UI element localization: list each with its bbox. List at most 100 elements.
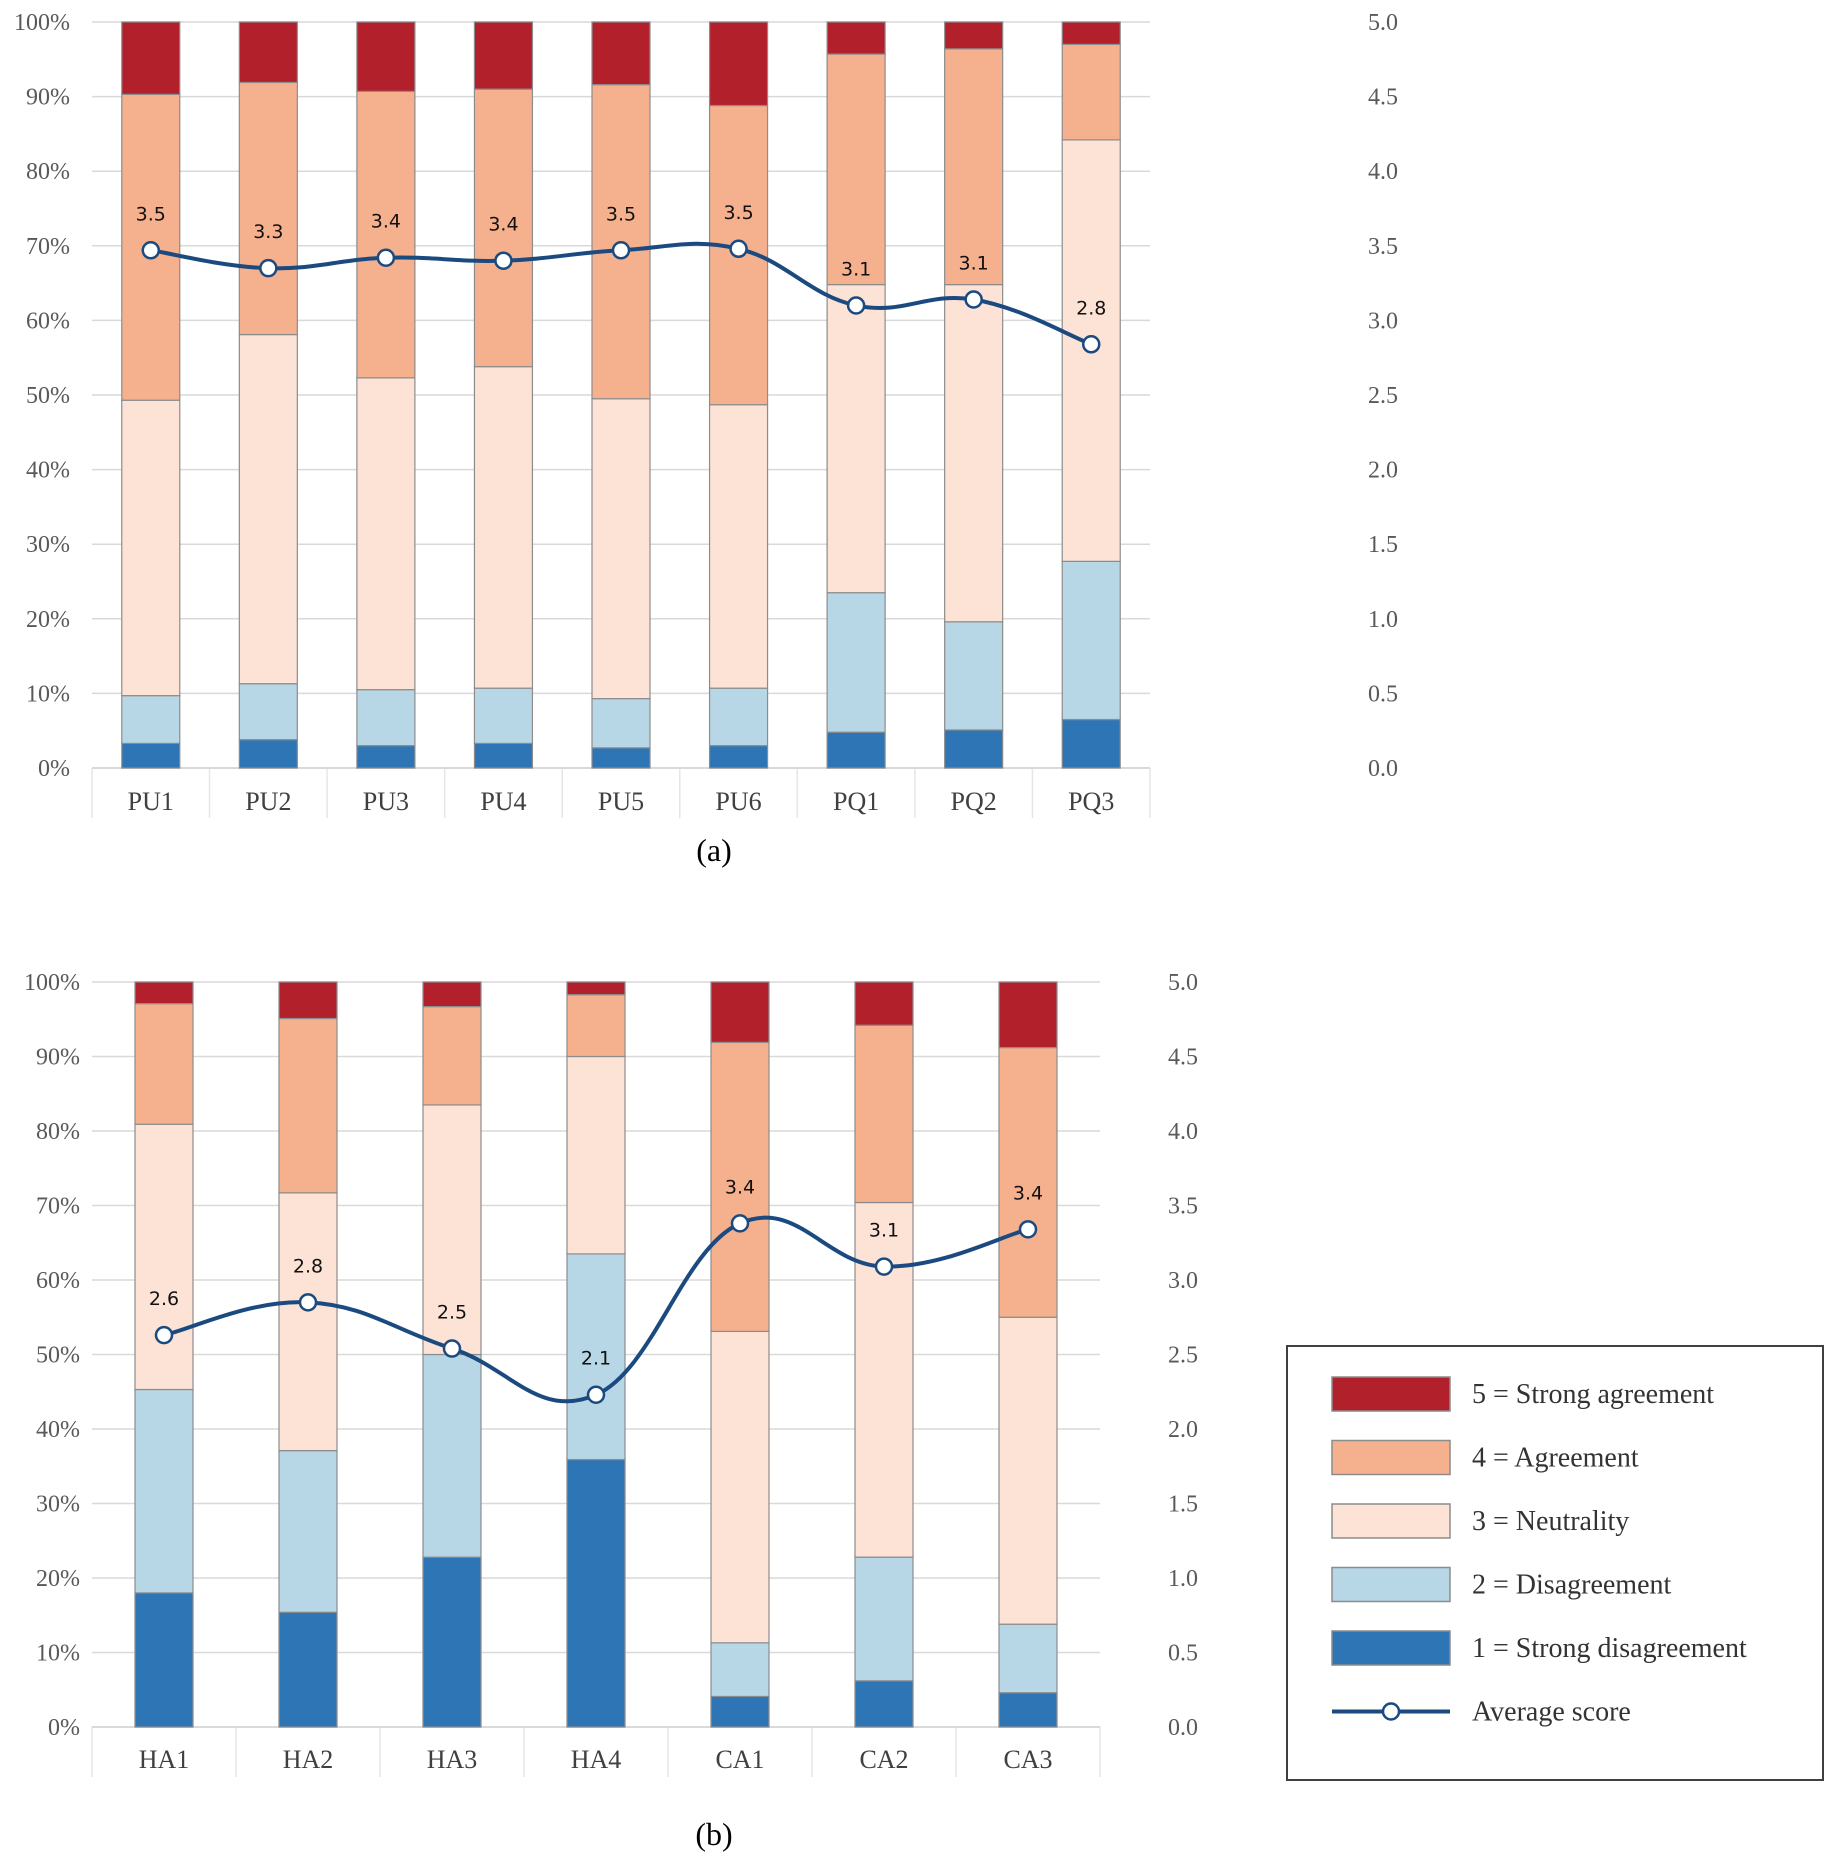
caption-a: (a) [696, 832, 732, 868]
x-category-label: PU4 [480, 787, 526, 816]
bar-segment [473, 21, 534, 90]
bar-segment [708, 687, 769, 747]
legend-label: 2 = Disagreement [1472, 1570, 1672, 1601]
y2-tick-label: 1.0 [1168, 1566, 1198, 1592]
bar-segment [121, 742, 181, 769]
bar-segment [944, 621, 1004, 731]
y2-tick-label: 3.5 [1168, 1194, 1198, 1220]
bar-segment [826, 731, 886, 769]
legend: 5 = Strong agreement 4 = Agreement 3 = Neu… [1286, 1345, 1824, 1781]
bar-segment [356, 90, 416, 379]
average-score-marker [1081, 335, 1101, 354]
bar-segment [854, 1201, 914, 1558]
bar-segment [566, 981, 626, 996]
average-score-marker [141, 241, 161, 260]
bar-segment [708, 745, 769, 769]
x-category-label: CA2 [859, 1745, 908, 1774]
bar-segment [278, 981, 338, 1020]
average-score-marker [874, 1257, 894, 1276]
x-category-label: HA1 [139, 1745, 190, 1774]
x-category-label: HA2 [283, 1745, 334, 1774]
y-tick-label: 60% [36, 1268, 80, 1294]
bar-segment [944, 729, 1004, 769]
bar-segment [473, 88, 534, 368]
average-score-marker [259, 258, 278, 278]
bar-segment [422, 981, 482, 1008]
average-score-label: 3.5 [723, 202, 753, 224]
average-score-marker [730, 1214, 750, 1233]
average-score-marker [964, 290, 983, 309]
x-category-label: PU3 [363, 787, 409, 816]
bar-segment [238, 81, 298, 336]
y-tick-label: 70% [26, 234, 70, 260]
bar-segment [998, 1623, 1058, 1694]
bar-segment [121, 695, 181, 744]
y2-tick-label: 2.0 [1368, 458, 1398, 484]
y-tick-label: 30% [26, 532, 70, 558]
y-tick-label: 20% [36, 1566, 80, 1592]
average-score-label: 3.1 [841, 258, 871, 280]
average-score-label: 2.5 [437, 1302, 467, 1324]
y2-tick-label: 1.5 [1368, 532, 1398, 558]
legend-label: 4 = Agreement [1472, 1443, 1639, 1474]
bar-segment [121, 21, 181, 95]
y2-tick-label: 3.5 [1368, 234, 1398, 260]
average-score-label: 2.6 [149, 1288, 179, 1310]
y2-tick-label: 4.5 [1368, 85, 1398, 111]
bar-segment [356, 377, 416, 691]
y-tick-label: 40% [26, 458, 70, 484]
bar-segment [591, 698, 651, 749]
average-score-label: 2.8 [293, 1255, 323, 1277]
average-score-label: 3.4 [488, 214, 518, 236]
y-tick-label: 60% [26, 308, 70, 334]
average-score-marker [494, 251, 513, 270]
bar-segment [591, 21, 651, 86]
bar-segment [278, 1017, 338, 1194]
bar-segment [278, 1611, 338, 1728]
y-tick-label: 70% [36, 1194, 80, 1220]
y2-tick-label: 4.0 [1368, 159, 1398, 185]
y-tick-label: 100% [14, 10, 70, 36]
y2-tick-label: 3.0 [1168, 1268, 1198, 1294]
bar-segment [854, 981, 914, 1026]
average-score-marker [442, 1339, 462, 1358]
y2-tick-label: 5.0 [1168, 970, 1198, 996]
bar-segment [473, 366, 534, 689]
average-score-label: 3.3 [253, 221, 283, 243]
bar-segment [854, 1024, 914, 1204]
bar-segment [708, 21, 769, 107]
x-category-label: PU6 [715, 787, 761, 816]
y-tick-label: 0% [48, 1715, 80, 1741]
bar-segment [134, 981, 194, 1005]
bar-segment [944, 21, 1004, 50]
average-score-marker [611, 241, 631, 260]
y2-tick-label: 5.0 [1368, 10, 1398, 36]
y2-tick-label: 1.5 [1168, 1492, 1198, 1518]
bar-segment [238, 683, 298, 741]
y2-tick-label: 4.5 [1168, 1045, 1198, 1071]
average-score-label: 3.1 [959, 253, 989, 275]
average-score-marker [154, 1325, 174, 1345]
legend-swatch [1331, 1566, 1451, 1603]
x-category-label: HA3 [427, 1745, 478, 1774]
bar-segment [134, 1003, 194, 1125]
y2-tick-label: 2.5 [1368, 383, 1398, 409]
bar-segment [998, 1692, 1058, 1728]
bar-segment [566, 1253, 626, 1461]
y-tick-label: 30% [36, 1492, 80, 1518]
bar-segment [134, 1123, 194, 1391]
bar-segment [473, 687, 534, 744]
bar-segment [134, 1592, 194, 1728]
bar-segment [566, 1458, 626, 1728]
legend-swatch [1331, 1630, 1451, 1666]
legend-swatch [1331, 1503, 1451, 1539]
legend-frame [1286, 1345, 1824, 1781]
bar-segment [998, 1316, 1058, 1625]
bar-segment [356, 21, 416, 92]
x-category-label: CA3 [1003, 1745, 1052, 1774]
bar-segment [591, 398, 651, 700]
bar-segment [710, 1330, 770, 1644]
y2-tick-label: 2.5 [1168, 1343, 1198, 1369]
y-tick-label: 50% [26, 383, 70, 409]
bar-segment [422, 1556, 482, 1728]
